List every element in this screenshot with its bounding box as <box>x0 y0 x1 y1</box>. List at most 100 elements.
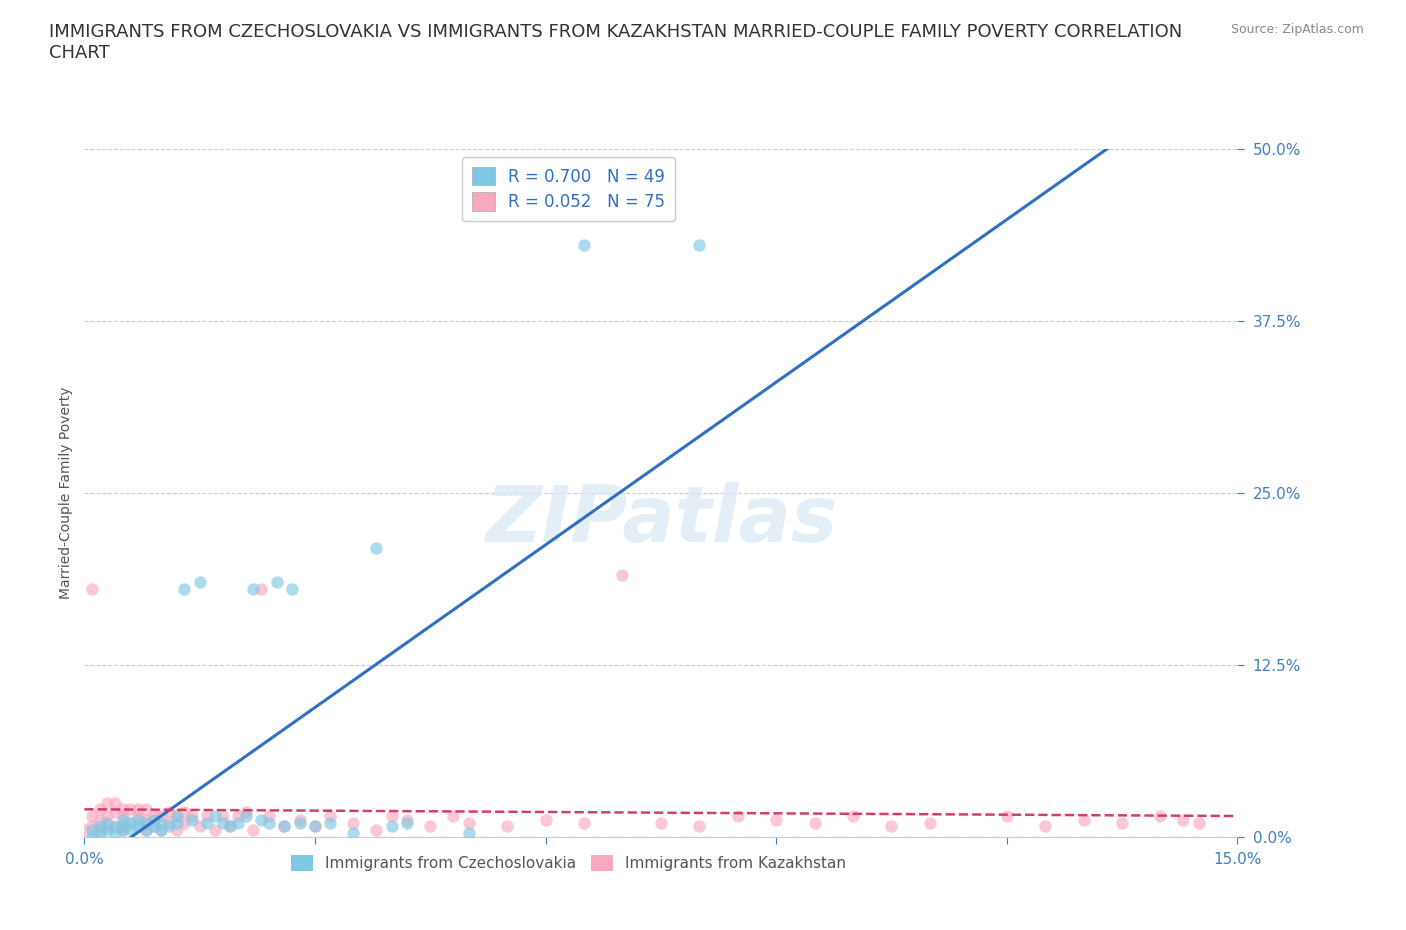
Point <box>96 818 118 833</box>
Text: ZIPatlas: ZIPatlas <box>485 483 837 558</box>
Point <box>104 818 127 833</box>
Point <box>1188 816 1211 830</box>
Point <box>150 816 173 830</box>
Point <box>995 809 1018 824</box>
Point <box>226 816 249 830</box>
Point <box>104 826 127 841</box>
Point <box>266 575 288 590</box>
Point <box>880 818 903 833</box>
Point <box>235 809 257 824</box>
Point <box>257 816 280 830</box>
Point <box>96 795 118 810</box>
Point <box>135 813 157 828</box>
Point <box>96 816 118 830</box>
Point <box>1073 813 1095 828</box>
Point <box>273 818 295 833</box>
Point <box>366 823 388 838</box>
Point <box>127 809 149 824</box>
Point <box>242 823 264 838</box>
Point <box>273 818 295 833</box>
Point <box>181 809 204 824</box>
Point <box>688 238 710 253</box>
Point <box>142 818 165 833</box>
Point <box>173 816 195 830</box>
Point <box>80 582 103 597</box>
Point <box>150 809 173 824</box>
Point <box>166 816 188 830</box>
Point <box>204 823 226 838</box>
Point <box>457 826 479 841</box>
Point <box>120 816 142 830</box>
Point <box>366 540 388 555</box>
Point <box>104 795 127 810</box>
Point <box>120 802 142 817</box>
Point <box>89 802 111 817</box>
Point <box>135 823 157 838</box>
Point <box>441 809 464 824</box>
Point <box>211 816 233 830</box>
Point <box>281 582 304 597</box>
Point <box>688 818 710 833</box>
Point <box>111 823 134 838</box>
Point <box>157 804 180 819</box>
Point <box>188 818 211 833</box>
Point <box>572 816 595 830</box>
Point <box>727 809 749 824</box>
Point <box>650 816 672 830</box>
Point <box>250 813 273 828</box>
Point <box>288 813 311 828</box>
Point <box>381 818 404 833</box>
Point <box>765 813 787 828</box>
Point <box>396 816 419 830</box>
Point <box>166 823 188 838</box>
Point <box>80 830 103 844</box>
Point <box>1033 818 1056 833</box>
Point <box>195 816 218 830</box>
Point <box>104 804 127 819</box>
Point <box>1111 816 1133 830</box>
Point <box>111 809 134 824</box>
Point <box>496 818 519 833</box>
Point <box>188 575 211 590</box>
Point <box>219 818 242 833</box>
Point <box>127 818 149 833</box>
Point <box>157 816 180 830</box>
Point <box>96 809 118 824</box>
Point <box>211 809 233 824</box>
Point <box>120 816 142 830</box>
Point <box>142 818 165 833</box>
Point <box>111 823 134 838</box>
Point <box>195 809 218 824</box>
Point <box>111 813 134 828</box>
Point <box>96 823 118 838</box>
Point <box>181 813 204 828</box>
Point <box>457 816 479 830</box>
Point <box>257 809 280 824</box>
Point <box>135 823 157 838</box>
Point <box>1173 813 1195 828</box>
Point <box>89 823 111 838</box>
Point <box>572 238 595 253</box>
Point <box>918 816 941 830</box>
Point <box>80 823 103 838</box>
Point <box>1149 809 1171 824</box>
Point <box>204 809 226 824</box>
Point <box>135 802 157 817</box>
Point <box>612 568 634 583</box>
Point <box>73 823 96 838</box>
Point <box>135 816 157 830</box>
Point <box>534 813 557 828</box>
Point <box>304 818 326 833</box>
Point <box>219 818 242 833</box>
Point <box>104 820 127 835</box>
Point <box>89 826 111 841</box>
Y-axis label: Married-Couple Family Poverty: Married-Couple Family Poverty <box>59 387 73 599</box>
Point <box>173 582 195 597</box>
Point <box>166 809 188 824</box>
Point <box>127 802 149 817</box>
Point <box>235 804 257 819</box>
Point <box>396 813 419 828</box>
Point <box>304 818 326 833</box>
Point <box>226 809 249 824</box>
Point <box>142 809 165 824</box>
